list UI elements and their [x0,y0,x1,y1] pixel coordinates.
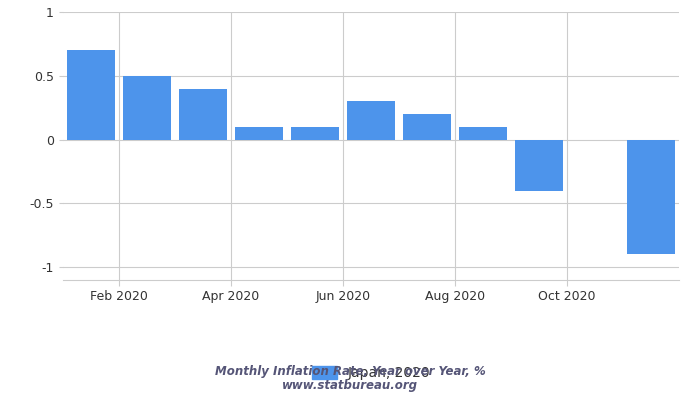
Legend: Japan, 2020: Japan, 2020 [306,360,436,386]
Bar [179,88,227,140]
Bar [347,101,395,140]
Bar [67,50,115,140]
Bar [235,127,283,140]
Bar [459,127,507,140]
Text: www.statbureau.org: www.statbureau.org [282,380,418,392]
Bar [515,140,563,191]
Bar [123,76,171,140]
Text: Monthly Inflation Rate, Year over Year, %: Monthly Inflation Rate, Year over Year, … [215,366,485,378]
Bar [403,114,451,140]
Bar [627,140,675,254]
Bar [291,127,339,140]
